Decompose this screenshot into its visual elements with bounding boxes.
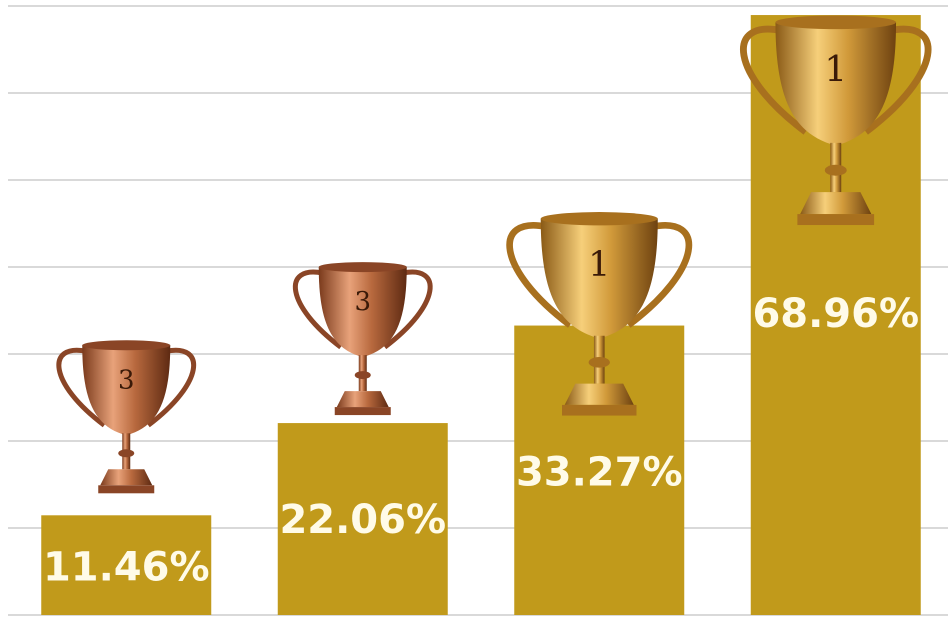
trophy-badge: 1 xyxy=(824,49,847,90)
chart: 3 11.46% 3 22.06% 1 33.27% 1 68.96% xyxy=(0,0,948,619)
trophy-knot xyxy=(589,357,610,368)
trophy-rim xyxy=(82,340,170,350)
trophy-base xyxy=(565,384,634,405)
trophy-rim xyxy=(775,15,896,29)
trophy-badge: 3 xyxy=(118,365,135,395)
trophy-rim xyxy=(541,212,658,225)
trophy-base xyxy=(100,469,152,485)
trophy-foot xyxy=(98,485,154,493)
value-label: 33.27% xyxy=(516,450,683,496)
trophy-base xyxy=(800,192,871,214)
trophy-knot xyxy=(825,165,847,176)
value-label: 22.06% xyxy=(279,497,446,543)
trophy-badge: 1 xyxy=(588,245,610,285)
trophy-base xyxy=(337,391,389,407)
trophy-knot xyxy=(118,449,134,457)
trophy-badge: 3 xyxy=(354,287,371,317)
trophy-rim xyxy=(319,262,407,272)
trophy: 3 xyxy=(59,340,194,493)
trophy-knot xyxy=(355,371,371,379)
trophy-foot xyxy=(797,214,874,225)
trophy-foot xyxy=(562,405,636,416)
value-label: 11.46% xyxy=(43,544,210,590)
trophy-foot xyxy=(335,407,391,415)
trophy: 3 xyxy=(295,262,430,415)
value-label: 68.96% xyxy=(752,291,919,337)
